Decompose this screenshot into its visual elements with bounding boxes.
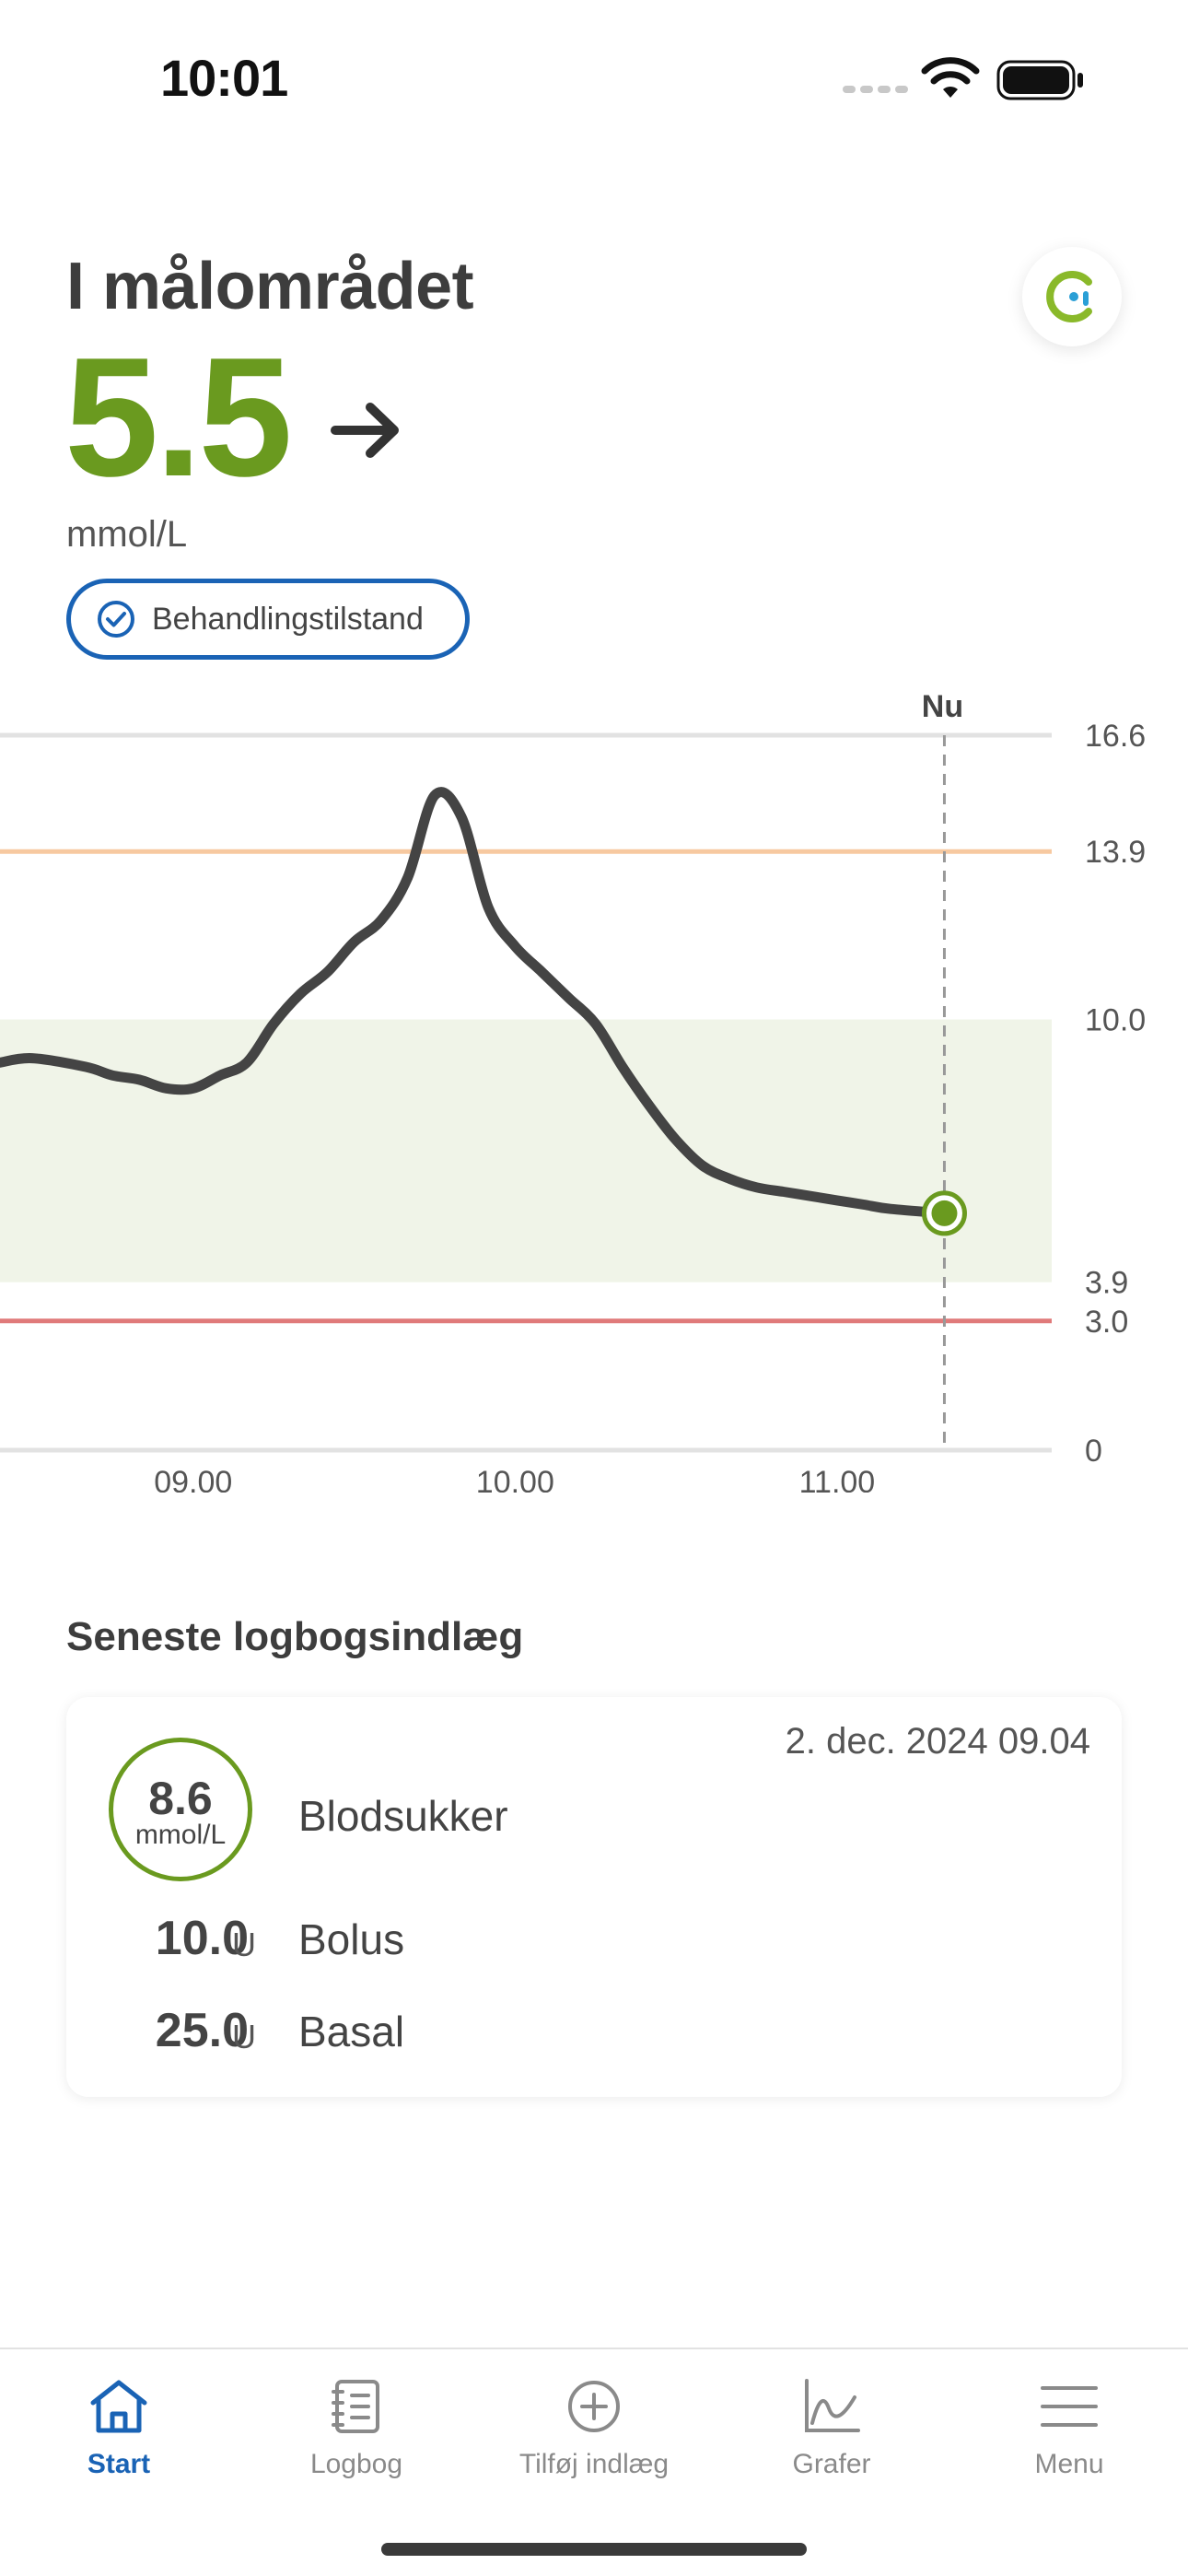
y-tick-label: 16.6: [1085, 719, 1146, 754]
log-date: 2. dec. 2024 09.04: [785, 1721, 1090, 1762]
tab-graphs[interactable]: Grafer: [713, 2377, 950, 2488]
current-glucose-value: 5.5: [64, 322, 293, 511]
blood-sugar-value: 8.6: [148, 1773, 213, 1824]
check-circle-icon: [98, 601, 134, 638]
blood-sugar-badge: 8.6 mmol/L: [109, 1738, 252, 1881]
app-logo-button[interactable]: [1022, 247, 1122, 346]
tab-label: Logbog: [309, 2449, 403, 2479]
tab-add-entry[interactable]: Tilføj indlæg: [475, 2377, 713, 2488]
now-label: Nu: [922, 689, 963, 724]
battery-icon: [996, 60, 1083, 100]
bolus-unit: U: [232, 1926, 256, 1963]
y-tick-label: 0: [1085, 1434, 1102, 1469]
home-icon: [90, 2380, 147, 2433]
menu-icon: [1041, 2386, 1098, 2427]
arrow-right-icon: [331, 403, 399, 458]
tab-label: Tilføj indlæg: [518, 2449, 670, 2479]
home-indicator: [381, 2543, 807, 2556]
tab-menu[interactable]: Menu: [950, 2377, 1188, 2488]
treatment-status-button[interactable]: Behandlingstilstand: [66, 579, 470, 660]
bolus-value: 10.0: [155, 1912, 249, 1965]
tab-label: Start: [87, 2449, 151, 2479]
bolus-label: Bolus: [298, 1915, 405, 1963]
x-tick-label: 11.00: [799, 1465, 876, 1493]
latest-log-title: Seneste logbogsindlæg: [66, 1614, 524, 1659]
app-logo-icon: [1046, 271, 1092, 322]
glucose-chart[interactable]: Nu 16.6 13.9 10.0 3.9 3.0 0 09.00 10.00 …: [0, 682, 1188, 1493]
tab-label: Grafer: [792, 2449, 871, 2479]
y-tick-label: 10.0: [1085, 1003, 1146, 1038]
tab-logbog[interactable]: Logbog: [238, 2377, 475, 2488]
tab-bar: Start Logbog Tilføj indlæg Grafer: [0, 2348, 1188, 2576]
x-tick-label: 09.00: [154, 1465, 232, 1493]
y-tick-label: 13.9: [1085, 835, 1146, 870]
tab-start[interactable]: Start: [0, 2377, 238, 2488]
target-range-band: [0, 1019, 1052, 1282]
range-status-title: I målområdet: [66, 250, 474, 323]
x-tick-label: 10.00: [476, 1465, 554, 1493]
notebook-icon: [332, 2380, 379, 2433]
glucose-curve: [0, 787, 949, 1219]
status-time: 10:01: [160, 49, 288, 107]
cellular-signal-icon: [843, 86, 908, 93]
blood-sugar-label: Blodsukker: [298, 1792, 508, 1840]
blood-sugar-unit: mmol/L: [134, 1820, 227, 1850]
y-tick-label: 3.0: [1085, 1305, 1128, 1340]
current-reading-marker: [931, 1200, 958, 1226]
graph-icon: [805, 2379, 860, 2432]
add-circle-icon: [568, 2381, 620, 2432]
wifi-icon: [921, 57, 980, 98]
glucose-unit: mmol/L: [66, 514, 188, 555]
y-tick-label: 3.9: [1085, 1266, 1128, 1301]
basal-label: Basal: [298, 2008, 405, 2055]
treatment-chip-label: Behandlingstilstand: [152, 601, 424, 637]
status-bar: 10:01: [0, 0, 1188, 157]
tab-label: Menu: [1034, 2449, 1104, 2479]
latest-log-card[interactable]: 2. dec. 2024 09.04 8.6 mmol/L Blodsukker…: [66, 1697, 1122, 2097]
basal-unit: U: [232, 2018, 256, 2055]
basal-value: 25.0: [155, 2004, 249, 2057]
